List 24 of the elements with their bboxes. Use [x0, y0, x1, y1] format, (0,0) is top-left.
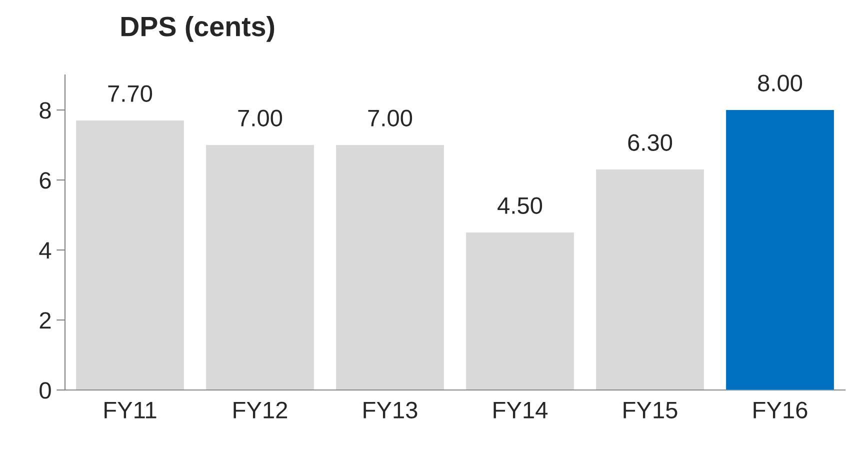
x-tick-label: FY16 — [754, 402, 808, 418]
data-label: 8.00 — [758, 74, 802, 92]
y-tick-label: 0 — [40, 382, 51, 399]
y-tick-label: 4 — [39, 242, 52, 259]
data-label: 7.70 — [108, 85, 152, 102]
data-label: 7.00 — [368, 110, 412, 126]
bar — [596, 170, 704, 390]
data-label: 4.50 — [498, 197, 542, 214]
bar — [76, 120, 184, 390]
bar — [466, 232, 574, 390]
data-label: 6.30 — [628, 134, 672, 151]
y-tick-label: 2 — [40, 312, 51, 329]
bar — [206, 145, 314, 390]
x-tick-label: FY11 — [104, 402, 156, 418]
bar — [336, 145, 444, 390]
x-tick-label: FY14 — [494, 402, 548, 418]
data-label: 7.00 — [238, 110, 282, 126]
y-tick-label: 6 — [40, 172, 51, 189]
x-tick-label: FY15 — [624, 402, 678, 418]
x-tick-label: FY13 — [364, 402, 418, 418]
x-tick-label: FY12 — [234, 402, 288, 418]
bar — [726, 110, 834, 390]
y-tick-label: 8 — [40, 102, 51, 119]
chart-title: DPS (cents) — [121, 16, 274, 42]
